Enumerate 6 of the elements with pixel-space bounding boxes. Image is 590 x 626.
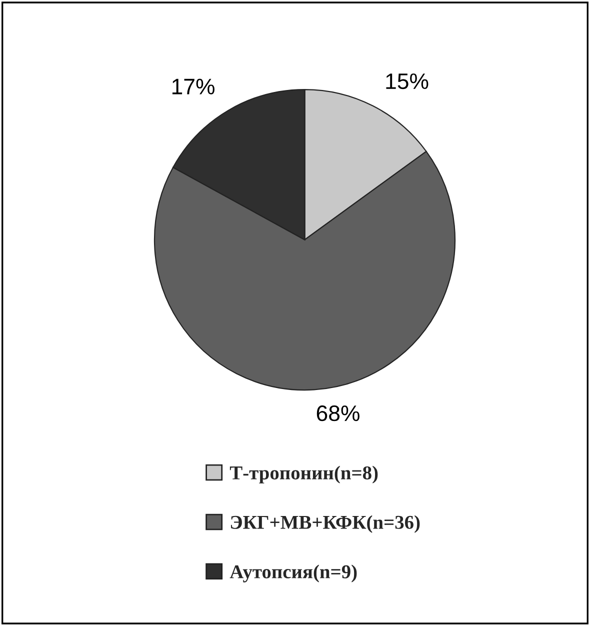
legend-label: Т-тропонин(n=8) [230,466,378,484]
data-label: 15% [386,73,428,90]
legend-label: ЭКГ+МВ+КФК(n=36) [230,515,420,533]
data-label: 17% [172,78,214,94]
legend-label: Аутопсия(n=9) [230,564,357,582]
data-label: 68% [316,405,360,422]
